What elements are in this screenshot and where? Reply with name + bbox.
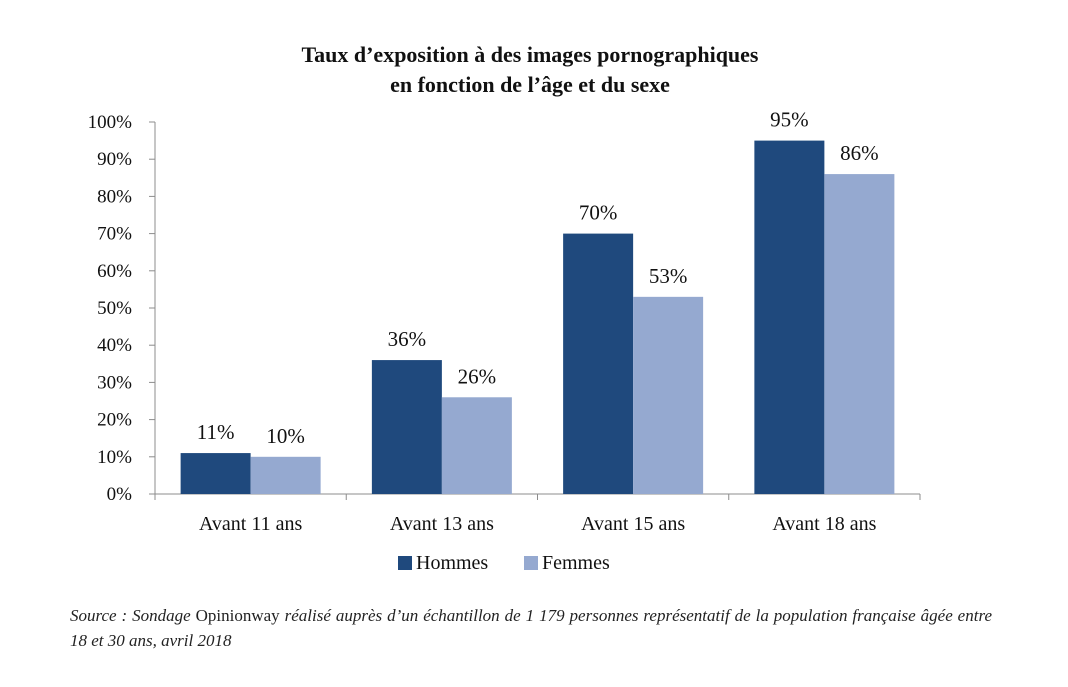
bars xyxy=(180,140,895,494)
y-axis: 0% 10% 20% 30% 40% 50% 60% 70% 80% 90% 100% xyxy=(88,112,156,505)
data-label: 53% xyxy=(649,264,688,288)
legend-label: Hommes xyxy=(416,552,488,574)
bar-chart: Taux d’exposition à des images pornograp… xyxy=(88,42,921,574)
y-tick-label: 80% xyxy=(97,186,132,207)
source-suffix: réalisé auprès d’un échantillon de 1 179… xyxy=(70,606,992,650)
legend-label: Femmes xyxy=(542,552,610,574)
y-tick-label: 70% xyxy=(97,224,132,245)
data-label: 86% xyxy=(840,141,879,165)
x-tick-label: Avant 13 ans xyxy=(390,513,494,535)
y-tick-label: 90% xyxy=(97,149,132,170)
y-tick-label: 10% xyxy=(97,447,132,468)
source-brand: Opinionway xyxy=(195,606,280,625)
y-tick-label: 40% xyxy=(97,335,132,356)
chart-title-line: en fonction de l’âge et du sexe xyxy=(390,72,670,97)
y-tick-label: 20% xyxy=(97,410,132,431)
chart-figure: Taux d’exposition à des images pornograp… xyxy=(88,42,921,574)
data-label: 11% xyxy=(197,420,235,444)
y-tick-label: 0% xyxy=(107,484,133,505)
y-tick-label: 50% xyxy=(97,298,132,319)
data-labels: 11% 10% 36% 26% 70% 53% 95% 86% xyxy=(197,108,879,448)
legend: Hommes Femmes xyxy=(398,552,610,574)
bar-hommes xyxy=(754,140,825,494)
bar-femmes xyxy=(633,296,704,494)
source-prefix: Source : Sondage xyxy=(70,606,196,625)
bar-femmes xyxy=(441,397,512,494)
legend-item-hommes: Hommes xyxy=(398,552,488,574)
legend-swatch xyxy=(398,556,412,570)
x-tick-label: Avant 18 ans xyxy=(772,513,876,535)
x-axis: Avant 11 ans Avant 13 ans Avant 15 ans Avan… xyxy=(154,493,921,535)
bar-hommes xyxy=(180,453,251,494)
bar-femmes xyxy=(250,456,321,494)
y-tick-label: 100% xyxy=(88,112,133,133)
bar-hommes xyxy=(371,360,442,494)
data-label: 36% xyxy=(388,327,427,351)
data-label: 70% xyxy=(579,201,618,225)
legend-swatch xyxy=(524,556,538,570)
x-tick-label: Avant 11 ans xyxy=(199,513,303,535)
bar-hommes xyxy=(563,233,634,494)
data-label: 10% xyxy=(266,424,305,448)
data-label: 26% xyxy=(458,364,497,388)
legend-item-femmes: Femmes xyxy=(524,552,610,574)
data-label: 95% xyxy=(770,108,809,132)
y-tick-label: 60% xyxy=(97,261,132,282)
y-tick-label: 30% xyxy=(97,372,132,393)
source-note: Source : Sondage Opinionway réalisé aupr… xyxy=(70,603,992,653)
chart-title-line: Taux d’exposition à des images pornograp… xyxy=(301,42,758,67)
chart-title: Taux d’exposition à des images pornograp… xyxy=(301,42,758,97)
x-tick-label: Avant 15 ans xyxy=(581,513,685,535)
bar-femmes xyxy=(824,174,895,494)
